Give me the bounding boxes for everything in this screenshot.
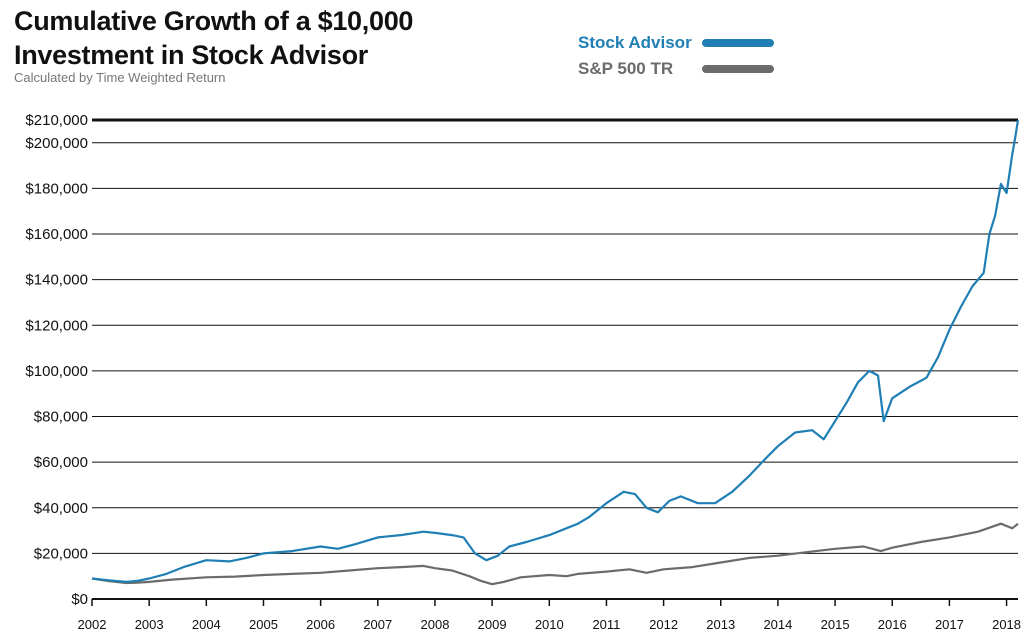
legend-swatch-sp500 [702,65,774,73]
x-tick-label: 2010 [535,617,564,632]
y-tick-label: $160,000 [25,226,88,243]
legend-swatch-stock-advisor [702,39,774,47]
y-tick-label: $60,000 [34,454,88,471]
series-line-sp500 [91,522,1019,586]
y-tick-label: $200,000 [25,135,88,152]
y-tick-label: $100,000 [25,363,88,380]
y-tick-label: $20,000 [34,545,88,562]
chart-subtitle: Calculated by Time Weighted Return [14,70,226,85]
legend-item-stock-advisor: Stock Advisor [578,30,774,56]
chart-title: Cumulative Growth of a $10,000 Investmen… [14,4,413,72]
x-tick-label: 2006 [306,617,335,632]
x-tick-label: 2018 [992,617,1021,632]
x-tick-label: 2017 [935,617,964,632]
x-tick-label: 2013 [706,617,735,632]
y-tick-label: $180,000 [25,180,88,197]
x-tick-label: 2012 [649,617,678,632]
legend-label-stock-advisor: Stock Advisor [578,33,692,52]
y-tick-label: $0 [71,591,88,608]
x-tick-label: 2015 [821,617,850,632]
chart-title-line-1: Cumulative Growth of a $10,000 [14,6,414,36]
y-tick-label: $80,000 [34,409,88,426]
chart-legend: Stock Advisor S&P 500 TR [578,30,774,82]
y-tick-label: $140,000 [25,272,88,289]
series-line-stock-advisor [91,119,1020,583]
y-tick-label: $210,000 [25,112,88,129]
x-tick-label: 2004 [192,617,221,632]
legend-item-sp500: S&P 500 TR [578,56,774,82]
x-tick-label: 2002 [78,617,107,632]
x-tick-label: 2008 [421,617,450,632]
x-tick-label: 2003 [135,617,164,632]
y-tick-label: $40,000 [34,500,88,517]
x-tick-label: 2011 [592,617,620,632]
x-tick-label: 2005 [249,617,278,632]
chart-title-line-2: Investment in Stock Advisor [14,40,368,70]
x-tick-label: 2016 [878,617,907,632]
legend-label-sp500: S&P 500 TR [578,59,674,78]
y-tick-label: $120,000 [25,317,88,334]
x-tick-label: 2009 [478,617,507,632]
x-tick-label: 2014 [763,617,792,632]
x-tick-label: 2007 [363,617,392,632]
